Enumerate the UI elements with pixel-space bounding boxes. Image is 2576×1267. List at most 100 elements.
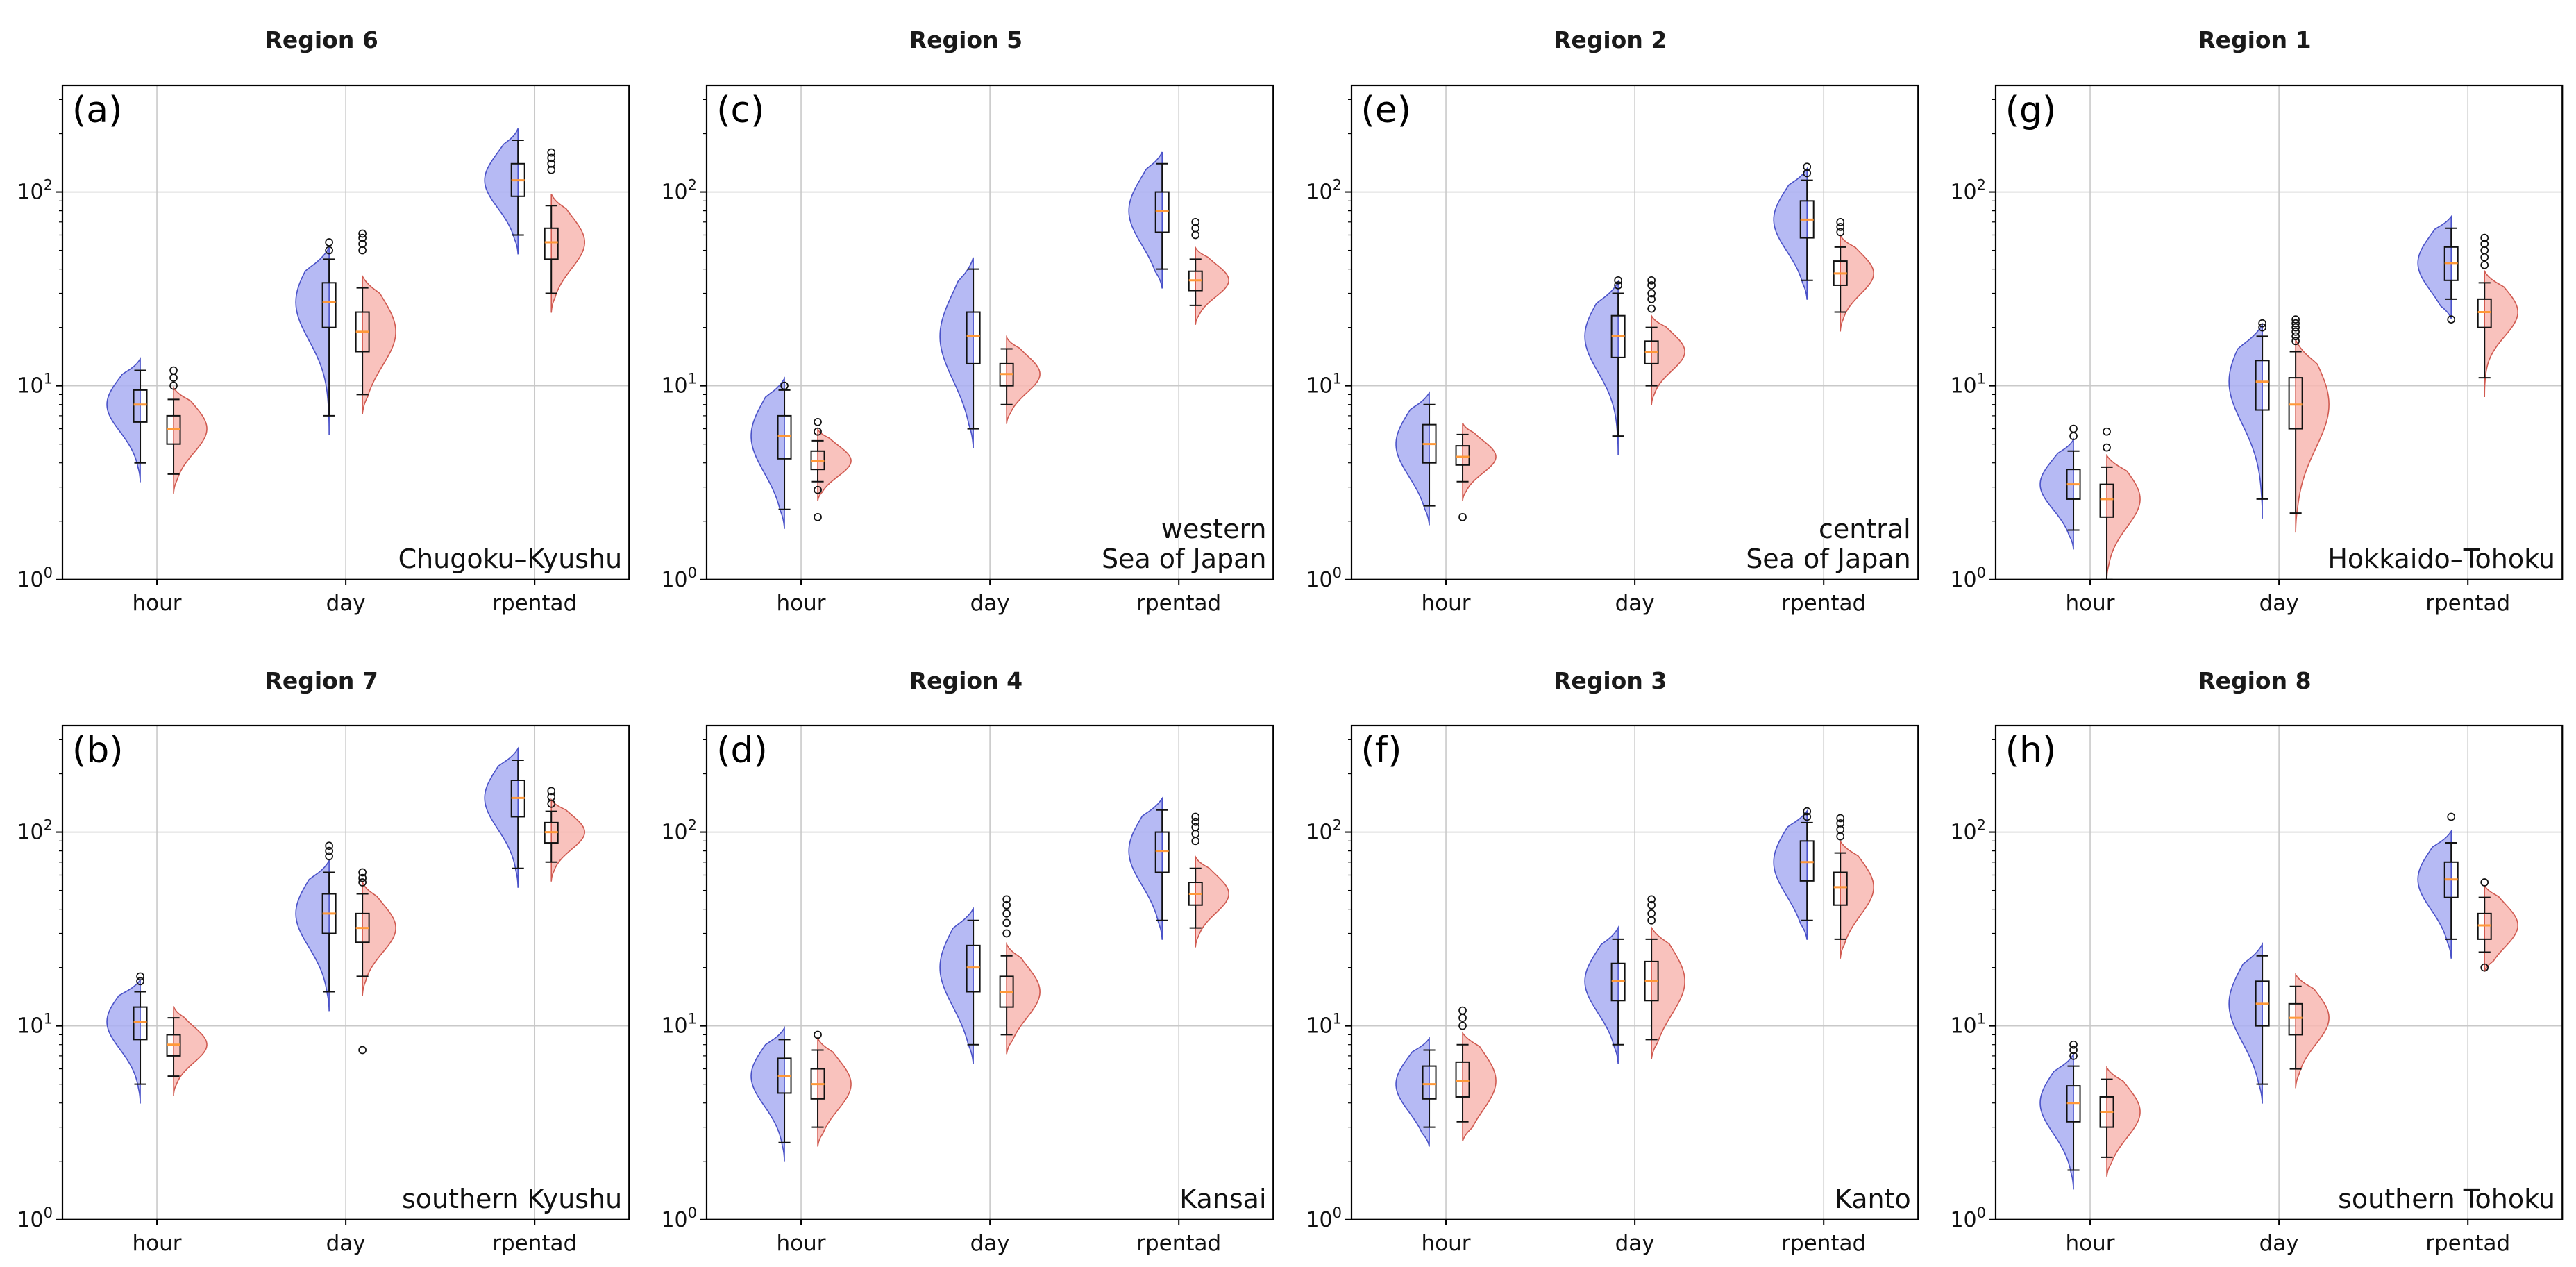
x-tick-label: hour xyxy=(133,1231,182,1256)
box-hour-red xyxy=(166,414,181,445)
box-day-blue xyxy=(321,282,337,328)
y-tick-label: 100 xyxy=(1306,564,1342,592)
outlier-hour-red xyxy=(814,1030,823,1039)
violin-rpentad-blue xyxy=(2417,830,2452,959)
gridlines xyxy=(707,85,1274,580)
violin-box-plot: 100 101 102 hour day rpentad xyxy=(662,84,1274,616)
violin-day-red xyxy=(1006,335,1041,424)
violin-hour-red xyxy=(1461,1031,1497,1142)
x-tick-label: rpentad xyxy=(1136,591,1221,616)
x-tick-label: hour xyxy=(1421,1231,1470,1256)
y-tick-label: 102 xyxy=(1306,176,1342,204)
outlier-hour-red xyxy=(1458,1014,1467,1023)
subplot-h: Region 8 100 101 102 hour day rpentad (h) sou… xyxy=(1937,646,2572,1264)
x-tick-label: day xyxy=(970,1231,1010,1256)
outlier-hour-red xyxy=(1458,1006,1467,1015)
outlier-day-red xyxy=(358,873,367,882)
y-tick-label: 102 xyxy=(662,176,698,204)
outlier-rpentad-red xyxy=(2480,964,2489,972)
outlier-hour-blue xyxy=(2069,1052,2078,1060)
violin-day-red xyxy=(1650,925,1685,1059)
violin-rpentad-blue xyxy=(1772,166,1808,300)
outlier-hour-red xyxy=(814,427,823,436)
outlier-rpentad-red xyxy=(1191,224,1200,233)
outlier-rpentad-blue xyxy=(1802,807,1811,816)
outlier-day-red xyxy=(2291,332,2300,341)
y-tick-label: 100 xyxy=(17,1205,53,1232)
outlier-day-red xyxy=(2291,319,2300,328)
outlier-rpentad-red xyxy=(1835,825,1844,834)
violin-hour-blue xyxy=(2039,437,2074,550)
violin-rpentad-blue xyxy=(1128,151,1163,289)
outlier-day-red xyxy=(2291,337,2300,345)
x-tick-label: day xyxy=(1615,591,1654,616)
outlier-rpentad-blue xyxy=(2447,812,2455,821)
y-tick-label: 100 xyxy=(1950,564,1986,592)
box-day-blue xyxy=(966,945,981,993)
violin-day-red xyxy=(362,274,396,414)
box-hour-red xyxy=(2099,483,2114,518)
violin-box-plot: 100 101 102 hour day rpentad xyxy=(1950,725,2564,1256)
y-tick-label: 102 xyxy=(17,817,53,845)
panel-title: Region 1 xyxy=(2198,26,2312,54)
subplot-f: Region 3 100 101 102 hour day rpentad (f) Kan… xyxy=(1293,646,1928,1264)
gridlines xyxy=(1995,725,2562,1220)
box-hour-blue xyxy=(133,389,148,423)
y-tick-label: 102 xyxy=(1306,817,1342,845)
outlier-day-red xyxy=(1647,909,1656,918)
outlier-day-red xyxy=(1002,895,1011,904)
violin-rpentad-blue xyxy=(1772,809,1808,941)
plot-area: 100 101 102 hour day rpentad (f) Kanto xyxy=(1293,716,1928,1263)
outlier-hour-blue xyxy=(780,381,789,390)
plot-area: 100 101 102 hour day rpentad (g) Hokkaido–Toh… xyxy=(1937,76,2572,623)
violin-rpentad-red xyxy=(1839,233,1874,332)
x-tick-label: rpentad xyxy=(492,1231,577,1256)
violin-hour-red xyxy=(2105,453,2141,580)
x-tick-label: day xyxy=(326,1231,366,1256)
x-tick-label: rpentad xyxy=(492,591,577,616)
box-rpentad-blue xyxy=(1154,831,1170,873)
outlier-rpentad-blue xyxy=(1802,162,1811,171)
outlier-hour-red xyxy=(1458,512,1467,521)
outlier-day-blue xyxy=(325,237,333,246)
outlier-rpentad-red xyxy=(2480,260,2489,269)
violin-rpentad-blue xyxy=(1128,796,1163,941)
y-tick-label: 101 xyxy=(1950,370,1986,398)
outlier-rpentad-red xyxy=(2480,233,2489,242)
violin-day-red xyxy=(2295,973,2330,1089)
outlier-rpentad-red xyxy=(1191,818,1200,826)
y-tick-label: 100 xyxy=(17,564,53,592)
violin-hour-blue xyxy=(750,376,786,529)
outlier-day-red xyxy=(1647,294,1656,303)
violin-box-plot: 100 101 102 hour day rpentad xyxy=(1306,84,1919,616)
outlier-day-blue xyxy=(325,841,333,850)
panel-title: Region 3 xyxy=(1553,666,1667,694)
outlier-rpentad-red xyxy=(547,159,556,168)
outlier-day-red xyxy=(1002,909,1011,918)
outlier-rpentad-red xyxy=(1191,823,1200,832)
box-rpentad-blue xyxy=(1154,191,1170,233)
outlier-rpentad-blue xyxy=(2447,314,2455,324)
violin-hour-blue xyxy=(2039,1052,2074,1190)
outlier-rpentad-red xyxy=(1835,222,1844,231)
outlier-rpentad-red xyxy=(547,148,556,157)
y-tick-label: 101 xyxy=(1950,1011,1986,1039)
outlier-day-red xyxy=(2291,327,2300,336)
gridlines xyxy=(707,725,1274,1220)
violin-day-red xyxy=(1650,313,1685,405)
violin-hour-blue xyxy=(106,356,141,483)
panel-title: Region 2 xyxy=(1553,26,1667,54)
outlier-day-red xyxy=(1647,289,1656,298)
outlier-hour-blue xyxy=(2069,1041,2078,1049)
panel-title: Region 8 xyxy=(2198,666,2312,694)
plot-area: 100 101 102 hour day rpentad (e) central Sea … xyxy=(1293,76,1928,623)
gridlines xyxy=(1351,85,1918,580)
violin-rpentad-red xyxy=(550,193,585,313)
violin-day-blue xyxy=(1583,925,1619,1064)
violin-rpentad-red xyxy=(1195,245,1230,325)
outlier-day-red xyxy=(358,1046,367,1055)
violin-day-blue xyxy=(939,907,975,1064)
x-tick-label: rpentad xyxy=(1781,1231,1866,1256)
outlier-day-blue xyxy=(325,246,333,255)
violin-rpentad-blue xyxy=(484,128,519,255)
